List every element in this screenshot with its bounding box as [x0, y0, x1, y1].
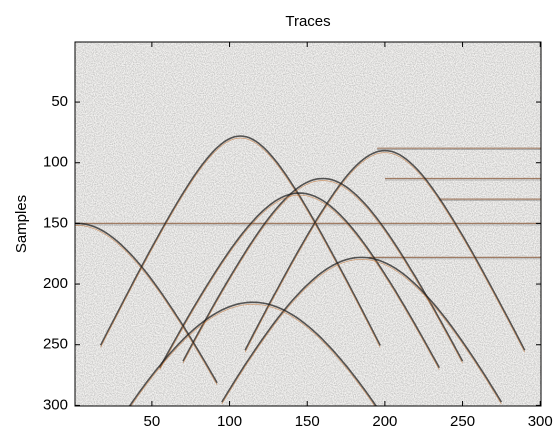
hyperbola-halo: [130, 303, 376, 406]
hyperbola-halo: [100, 137, 381, 348]
hyperbola-halo: [182, 180, 463, 364]
axes-box: [74, 41, 542, 407]
x-tick-label: 300: [528, 413, 553, 430]
y-tick-label: 300: [43, 396, 68, 413]
y-axis-label: Samples: [13, 195, 30, 253]
hyperbola-halo: [159, 194, 440, 370]
noise-texture: [75, 42, 541, 406]
hyperbola-halo: [75, 224, 218, 386]
x-tick-label: 150: [295, 413, 320, 430]
hyperbola-event: [158, 192, 441, 369]
y-tick-label: 200: [43, 275, 68, 292]
hyperbola-event: [99, 135, 381, 346]
y-tick-label: 250: [43, 336, 68, 353]
image-content: [75, 135, 541, 406]
y-tick-label: 100: [43, 154, 68, 171]
hyperbola-event: [182, 177, 464, 362]
x-tick-label: 250: [450, 413, 475, 430]
x-tick-label: 100: [217, 413, 242, 430]
y-tick-label: 150: [43, 214, 68, 231]
hyperbola-event: [128, 301, 378, 406]
chart-title: Traces: [285, 13, 330, 30]
hyperbola-event: [244, 149, 526, 351]
hyperbola-event: [221, 256, 503, 403]
hyperbola-halo: [244, 152, 526, 353]
x-tick-label: 200: [372, 413, 397, 430]
y-tick-label: 50: [51, 93, 68, 110]
hyperbola-halo: [221, 258, 502, 405]
x-tick-label: 50: [144, 413, 161, 430]
